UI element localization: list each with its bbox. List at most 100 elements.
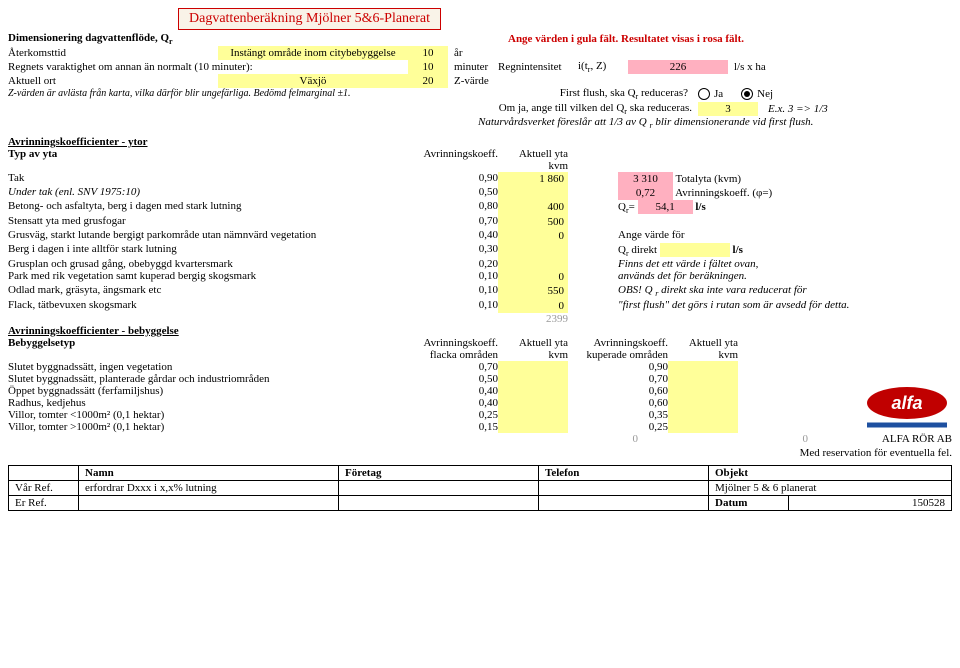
beb-name: Slutet byggnadssätt, planterade gårdar o… bbox=[8, 373, 408, 385]
ytor-side: 0,72 Avrinningskoeff. (φ=) bbox=[618, 186, 948, 200]
th-kvm3: kvm bbox=[498, 349, 568, 361]
ytor-name: Park med rik vegetation samt kuperad ber… bbox=[8, 270, 408, 284]
beb-k1: 0,15 bbox=[408, 421, 498, 433]
beb-a1[interactable] bbox=[498, 385, 568, 397]
var-ref-l: Vår Ref. bbox=[9, 480, 79, 495]
r3-unit: Z-värde bbox=[448, 75, 508, 87]
alfa-logo: alfa bbox=[862, 383, 952, 433]
beb-k2: 0,35 bbox=[568, 409, 668, 421]
banner: Ange värden i gula fält. Resultatet visa… bbox=[508, 33, 744, 45]
ytor-name: Grusväg, starkt lutande bergigt parkområ… bbox=[8, 229, 408, 243]
r1-label: Återkomsttid bbox=[8, 47, 218, 59]
th-kup: kuperade områden bbox=[568, 349, 668, 361]
flush-val[interactable]: 3 bbox=[698, 102, 758, 116]
zero2: 0 bbox=[638, 433, 808, 445]
th-beb: Bebyggelsetyp bbox=[8, 337, 408, 349]
beb-k2: 0,90 bbox=[568, 361, 668, 373]
r2-label: Regnets varaktighet om annan än normalt … bbox=[8, 61, 408, 73]
beb-name: Öppet byggnadssätt (ferfamiljshus) bbox=[8, 385, 408, 397]
ytor-k: 0,20 bbox=[408, 258, 498, 270]
r2-val[interactable]: 10 bbox=[408, 60, 448, 74]
ytor-k: 0,90 bbox=[408, 172, 498, 186]
ytor-name: Flack, tätbevuxen skogsmark bbox=[8, 299, 408, 313]
ytor-row: Grusplan och grusad gång, obebyggd kvart… bbox=[8, 258, 952, 270]
r2-unit: minuter bbox=[448, 61, 498, 73]
nej-label: Nej bbox=[753, 88, 773, 100]
beb-a1[interactable] bbox=[498, 373, 568, 385]
ytor-k: 0,80 bbox=[408, 200, 498, 215]
ytor-k: 0,70 bbox=[408, 215, 498, 229]
beb-a2[interactable] bbox=[668, 361, 738, 373]
zero1: 0 bbox=[568, 433, 638, 445]
ytor-area[interactable]: 0 bbox=[498, 270, 568, 284]
ytor-area[interactable]: 0 bbox=[498, 229, 568, 243]
r1-yellow[interactable]: Instängt område inom citybebyggelse bbox=[218, 46, 408, 60]
ytor-row: Betong- och asfaltyta, berg i dagen med … bbox=[8, 200, 952, 215]
flush-q: First flush, ska Qr reduceras? bbox=[478, 87, 698, 101]
th-ak1: Avrinningskoeff. bbox=[408, 148, 498, 160]
ytor-k: 0,10 bbox=[408, 270, 498, 284]
datum-v: 150528 bbox=[789, 495, 952, 510]
ytor-side: Qr direkt l/s bbox=[618, 243, 948, 258]
r3-yellow[interactable]: Växjö bbox=[218, 74, 408, 88]
ytor-area[interactable] bbox=[498, 258, 568, 270]
beb-a2[interactable] bbox=[668, 397, 738, 409]
ytor-name: Berg i dagen i inte alltför stark lutnin… bbox=[8, 243, 408, 258]
beb-a2[interactable] bbox=[668, 385, 738, 397]
ytor-area[interactable]: 500 bbox=[498, 215, 568, 229]
th-ay1: Aktuell yta bbox=[498, 148, 568, 160]
svg-text:alfa: alfa bbox=[891, 393, 922, 413]
ytor-side: Finns det ett värde i fältet ovan, bbox=[618, 258, 948, 270]
ytor-row: Odlad mark, gräsyta, ängsmark etc0,10550… bbox=[8, 284, 952, 298]
beb-name: Villor, tomter <1000m² (0,1 hektar) bbox=[8, 409, 408, 421]
ytor-area[interactable]: 550 bbox=[498, 284, 568, 298]
ref-table: Namn Företag Telefon Objekt Vår Ref. erf… bbox=[8, 465, 952, 511]
th-kvm1: kvm bbox=[498, 160, 568, 172]
beb-a1[interactable] bbox=[498, 397, 568, 409]
doc-title: Dagvattenberäkning Mjölner 5&6-Planerat bbox=[178, 8, 441, 30]
ytor-header: Avrinningskoefficienter - ytor bbox=[8, 136, 952, 148]
var-ref-v: erfordrar Dxxx i x,x% lutning bbox=[79, 480, 339, 495]
ytor-area[interactable]: 0 bbox=[498, 299, 568, 313]
ytor-k: 0,40 bbox=[408, 229, 498, 243]
beb-a2[interactable] bbox=[668, 421, 738, 433]
ytor-row: Flack, tätbevuxen skogsmark0,100"first f… bbox=[8, 299, 952, 313]
th-ak3: Avrinningskoeff. bbox=[568, 337, 668, 349]
ytor-area[interactable] bbox=[498, 243, 568, 258]
beb-a2[interactable] bbox=[668, 409, 738, 421]
ytor-name: Under tak (enl. SNV 1975:10) bbox=[8, 186, 408, 200]
ytor-name: Odlad mark, gräsyta, ängsmark etc bbox=[8, 284, 408, 298]
ytor-name: Grusplan och grusad gång, obebyggd kvart… bbox=[8, 258, 408, 270]
beb-name: Slutet byggnadssätt, ingen vegetation bbox=[8, 361, 408, 373]
beb-a1[interactable] bbox=[498, 409, 568, 421]
ytor-k: 0,50 bbox=[408, 186, 498, 200]
ytor-area[interactable]: 400 bbox=[498, 200, 568, 215]
ytor-name: Stensatt yta med grusfogar bbox=[8, 215, 408, 229]
radio-ja[interactable] bbox=[698, 88, 710, 100]
beb-header: Avrinningskoefficienter - bebyggelse bbox=[8, 325, 952, 337]
ytor-side: Ange värde för bbox=[618, 229, 948, 243]
radio-nej[interactable] bbox=[741, 88, 753, 100]
h-obj: Objekt bbox=[709, 465, 952, 480]
beb-row: Radhus, kedjehus0,400,60 bbox=[8, 397, 952, 409]
obj-v: Mjölner 5 & 6 planerat bbox=[709, 480, 952, 495]
r3-val[interactable]: 20 bbox=[408, 74, 448, 88]
r1-val[interactable]: 10 bbox=[408, 46, 448, 60]
beb-a2[interactable] bbox=[668, 373, 738, 385]
beb-a1[interactable] bbox=[498, 421, 568, 433]
beb-row: Villor, tomter <1000m² (0,1 hektar)0,250… bbox=[8, 409, 952, 421]
ytor-row: Berg i dagen i inte alltför stark lutnin… bbox=[8, 243, 952, 258]
flush-ex: E.x. 3 => 1/3 bbox=[758, 103, 828, 115]
ytor-area[interactable] bbox=[498, 186, 568, 200]
beb-a1[interactable] bbox=[498, 361, 568, 373]
dim-header: Dimensionering dagvattenflöde, Qr bbox=[8, 32, 508, 46]
ytor-side: 3 310 Totalyta (kvm) bbox=[618, 172, 948, 186]
th-flacka: flacka områden bbox=[408, 349, 498, 361]
r2-pink: 226 bbox=[628, 60, 728, 74]
ytor-area[interactable]: 1 860 bbox=[498, 172, 568, 186]
beb-row: Villor, tomter >1000m² (0,1 hektar)0,150… bbox=[8, 421, 952, 433]
r2-pu: l/s x ha bbox=[728, 61, 766, 73]
er-ref-l: Er Ref. bbox=[9, 495, 79, 510]
ytor-row: Stensatt yta med grusfogar0,70500 bbox=[8, 215, 952, 229]
disclaimer: Med reservation för eventuella fel. bbox=[8, 447, 952, 459]
